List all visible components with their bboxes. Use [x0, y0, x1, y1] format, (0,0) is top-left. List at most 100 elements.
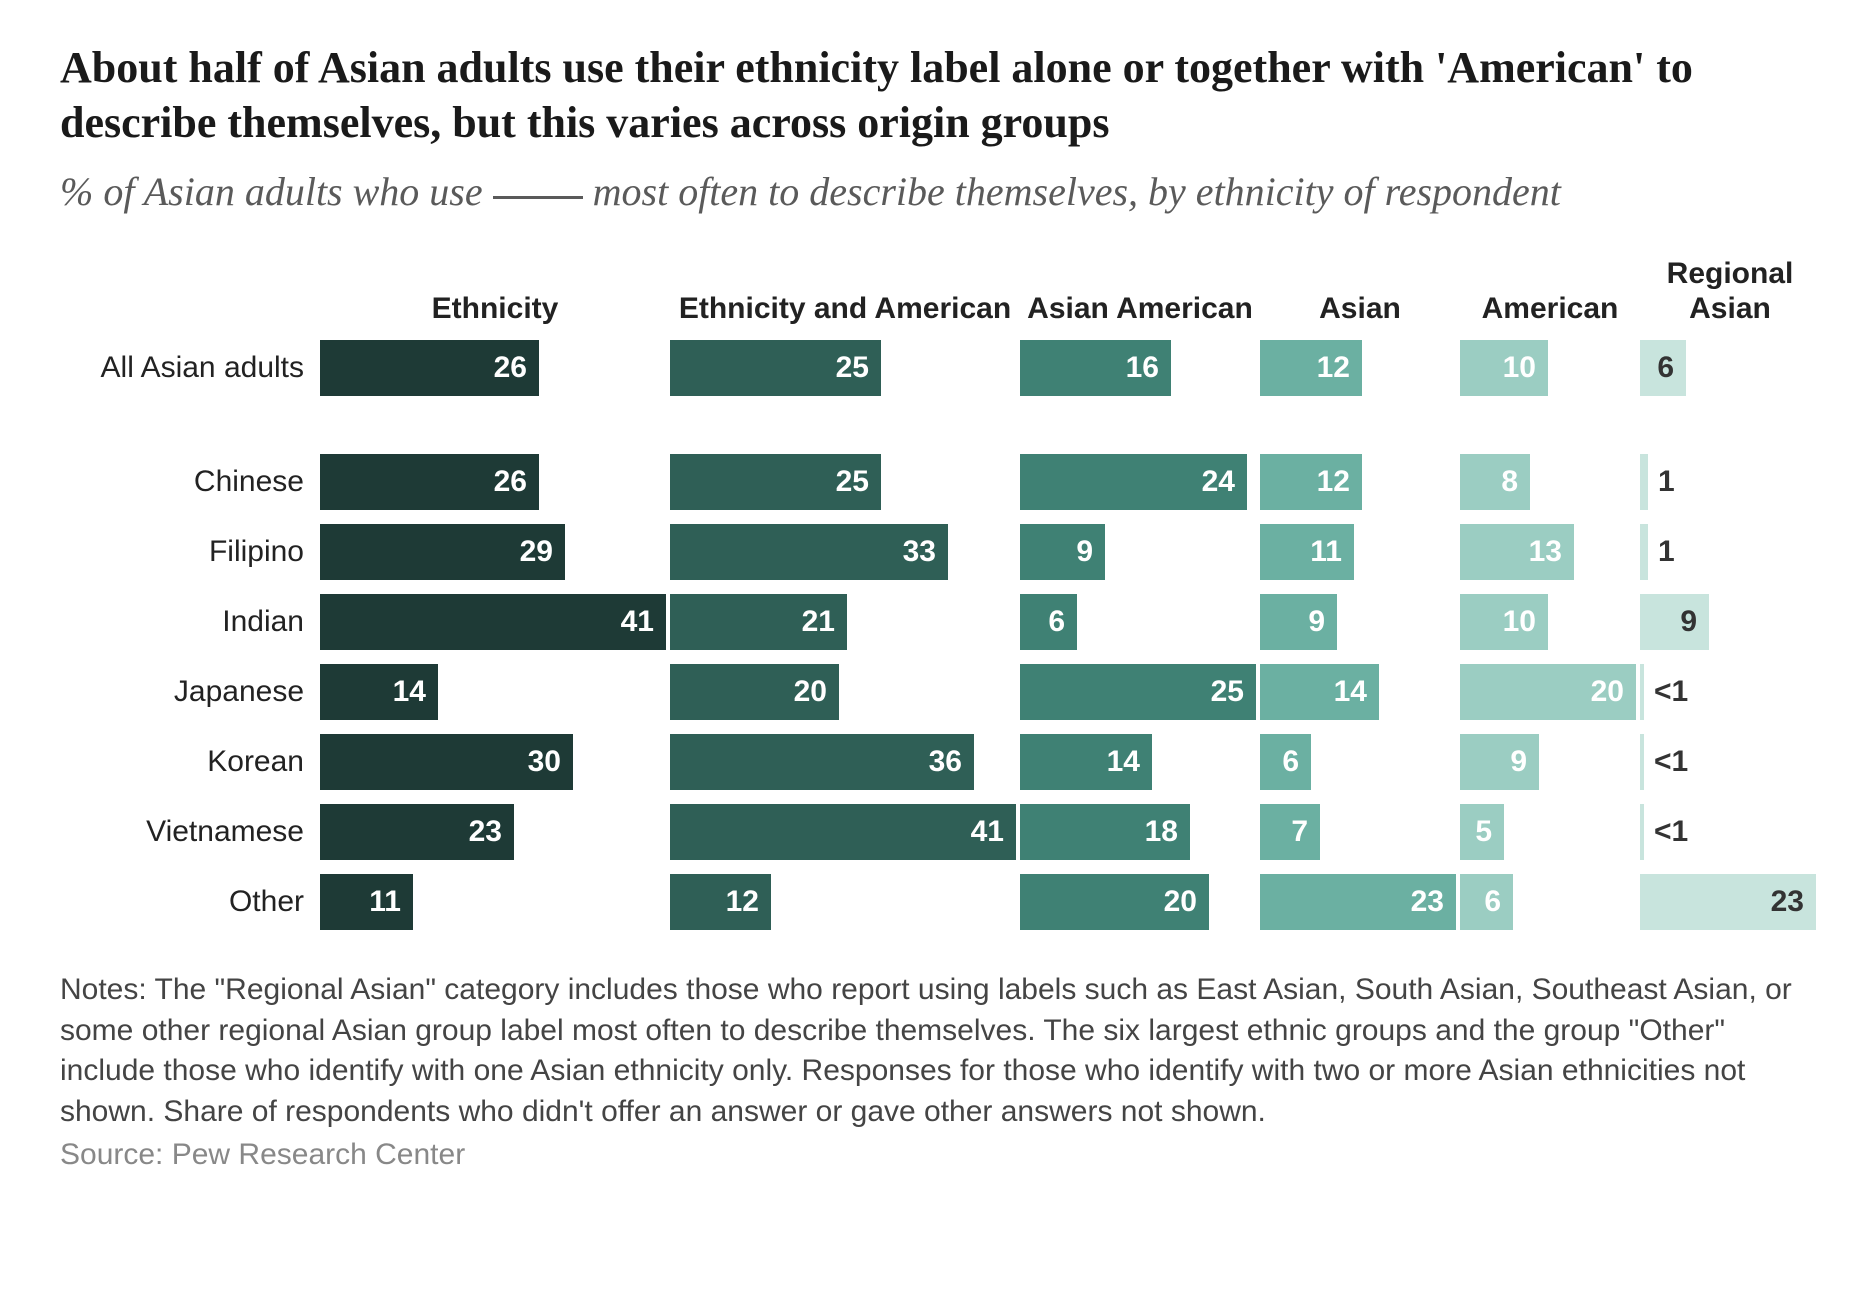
bar: 23 [1640, 874, 1816, 930]
bar-cell: <1 [1640, 664, 1820, 720]
bar-value: 11 [1310, 535, 1354, 569]
table-row: Indian 41 21 6 9 10 9 [60, 594, 1815, 650]
bar-value: 6 [1657, 351, 1686, 385]
bar-cell: 7 [1260, 804, 1460, 860]
bar [1640, 454, 1648, 510]
chart-container: About half of Asian adults use their eth… [0, 0, 1875, 1212]
bar-value: 41 [621, 605, 666, 639]
bar-value: <1 [1644, 815, 1688, 849]
bar-value: 25 [836, 465, 881, 499]
bar-value: 6 [1282, 745, 1311, 779]
bar-cell: 25 [670, 340, 1020, 396]
bar-value: 14 [1334, 675, 1379, 709]
bar: 24 [1020, 454, 1247, 510]
bar-value: <1 [1644, 745, 1688, 779]
bar-value: 12 [1317, 351, 1362, 385]
bar-cell: 29 [320, 524, 670, 580]
bar-value: 21 [802, 605, 847, 639]
bar: 41 [670, 804, 1016, 860]
column-header: Regional Asian [1640, 257, 1820, 326]
row-label: Chinese [60, 465, 320, 499]
bar-chart: EthnicityEthnicity and AmericanAsian Ame… [60, 257, 1815, 930]
bar-value: 9 [1308, 605, 1337, 639]
bar: 21 [670, 594, 847, 650]
bar: 18 [1020, 804, 1190, 860]
bar-cell: 26 [320, 340, 670, 396]
bar-cell: 20 [670, 664, 1020, 720]
chart-notes: Notes: The "Regional Asian" category inc… [60, 970, 1815, 1132]
bar-value: 7 [1291, 815, 1320, 849]
bar: 14 [1020, 734, 1152, 790]
table-row: Vietnamese23411875<1 [60, 804, 1815, 860]
bar-cell: 25 [1020, 664, 1260, 720]
bar-value: 14 [393, 675, 438, 709]
bar: 25 [670, 340, 881, 396]
column-header: Ethnicity and American [670, 292, 1020, 327]
bar-value: 1 [1648, 535, 1675, 569]
bar-cell: 12 [670, 874, 1020, 930]
bar-cell: 21 [670, 594, 1020, 650]
bar-value: 10 [1503, 605, 1548, 639]
bar-value: 30 [528, 745, 573, 779]
bar-value: 9 [1076, 535, 1105, 569]
bar: 10 [1460, 594, 1548, 650]
chart-subtitle: % of Asian adults who use most often to … [60, 168, 1815, 215]
bar: 30 [320, 734, 573, 790]
row-label: Indian [60, 605, 320, 639]
bar-cell: 8 [1460, 454, 1640, 510]
bar-cell: 1 [1640, 454, 1820, 510]
bar: 33 [670, 524, 948, 580]
bar: 12 [1260, 340, 1362, 396]
bar: 11 [1260, 524, 1354, 580]
bar-cell: 26 [320, 454, 670, 510]
bar-cell: 25 [670, 454, 1020, 510]
bar: 13 [1460, 524, 1574, 580]
bar-value: 12 [726, 885, 771, 919]
bar: 25 [1020, 664, 1256, 720]
bar: 12 [670, 874, 771, 930]
bar: 41 [320, 594, 666, 650]
table-row: Filipino2933911131 [60, 524, 1815, 580]
bar-cell: 14 [1260, 664, 1460, 720]
bar: 11 [320, 874, 413, 930]
bar-cell: 23 [1260, 874, 1460, 930]
bar-cell: 10 [1460, 340, 1640, 396]
bar-cell: 9 [1020, 524, 1260, 580]
bar: 20 [1460, 664, 1636, 720]
bar-cell: 14 [1020, 734, 1260, 790]
bar-value: 26 [494, 465, 539, 499]
bar-value: 13 [1529, 535, 1574, 569]
bar-value: 6 [1484, 885, 1513, 919]
row-label: Other [60, 885, 320, 919]
bar: 25 [670, 454, 881, 510]
bar: 29 [320, 524, 565, 580]
bar: 6 [1460, 874, 1513, 930]
bar-cell: 30 [320, 734, 670, 790]
bar: 9 [1640, 594, 1709, 650]
bar: 12 [1260, 454, 1362, 510]
bar-value: 33 [903, 535, 948, 569]
bar: 5 [1460, 804, 1504, 860]
bar-value: 1 [1648, 465, 1675, 499]
subtitle-blank [493, 196, 583, 199]
bar-value: 24 [1202, 465, 1247, 499]
bar-cell: 36 [670, 734, 1020, 790]
bar-value: 26 [494, 351, 539, 385]
bar-value: <1 [1644, 675, 1688, 709]
subtitle-post: most often to describe themselves, by et… [583, 169, 1561, 214]
bar-value: 20 [1164, 885, 1209, 919]
bar-cell: 23 [1640, 874, 1820, 930]
column-header: Ethnicity [320, 292, 670, 327]
bar-cell: 6 [1460, 874, 1640, 930]
bar: 10 [1460, 340, 1548, 396]
bar-cell: 16 [1020, 340, 1260, 396]
chart-source: Source: Pew Research Center [60, 1138, 1815, 1172]
bar: 9 [1020, 524, 1105, 580]
subtitle-pre: % of Asian adults who use [60, 169, 493, 214]
bar: 23 [1260, 874, 1456, 930]
bar: 9 [1460, 734, 1539, 790]
bar-value: 20 [1591, 675, 1636, 709]
bar-cell: 33 [670, 524, 1020, 580]
bar: 6 [1640, 340, 1686, 396]
bar: 6 [1020, 594, 1077, 650]
